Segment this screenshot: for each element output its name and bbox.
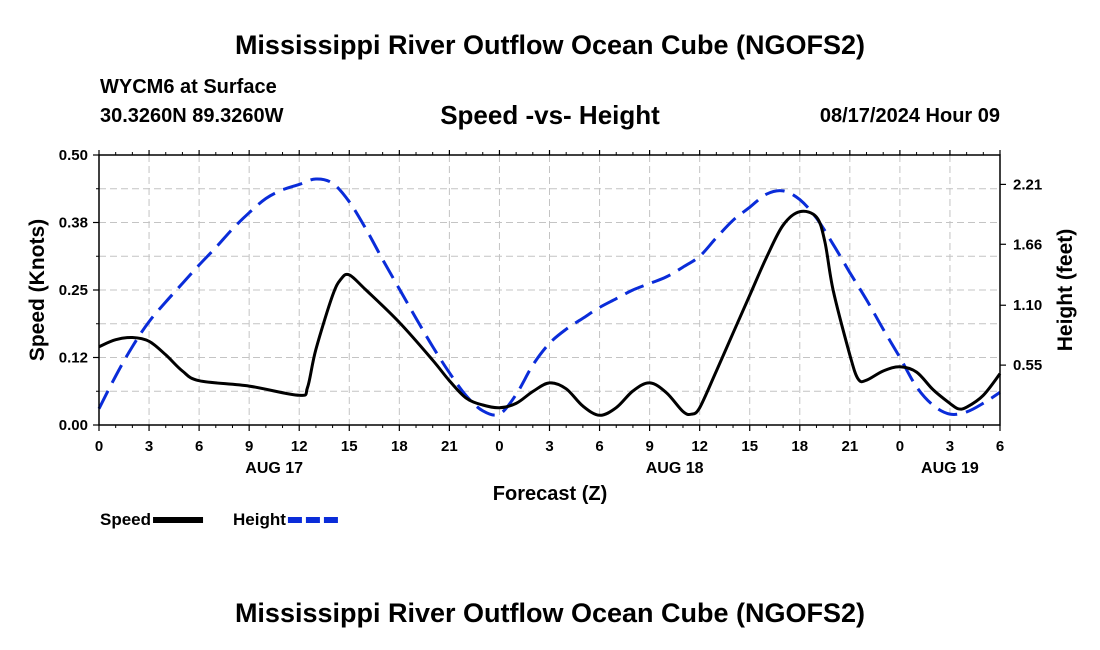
y-tick-label: 0.38 (59, 215, 88, 232)
chart-subtitle: Speed -vs- Height (440, 100, 660, 130)
date-label: AUG 19 (921, 460, 979, 477)
station-label: WYCM6 at Surface (100, 76, 277, 98)
x-tick-label: 3 (145, 438, 153, 455)
y2-axis-label: Height (feet) (1054, 229, 1077, 352)
footer-title: Mississippi River Outflow Ocean Cube (NG… (234, 598, 866, 628)
x-tick-label: 6 (595, 438, 603, 455)
y2-tick-label: 1.66 (1013, 236, 1042, 253)
y2-tick-label: 2.21 (1013, 176, 1042, 193)
x-tick-label: 18 (391, 438, 408, 455)
x-tick-label: 9 (645, 438, 653, 455)
x-tick-label: 0 (495, 438, 503, 455)
x-axis-label: Forecast (Z) (493, 483, 607, 505)
x-tick-label: 12 (291, 438, 308, 455)
y2-tick-label: 0.55 (1013, 357, 1042, 374)
x-tick-label: 6 (195, 438, 203, 455)
x-tick-label: 0 (896, 438, 904, 455)
x-tick-label: 15 (341, 438, 358, 455)
x-tick-label: 21 (441, 438, 458, 455)
y-axis-label: Speed (Knots) (26, 219, 49, 361)
y-tick-label: 0.50 (59, 147, 88, 164)
y-tick-label: 0.12 (59, 350, 88, 367)
y2-tick-label: 1.10 (1013, 297, 1042, 314)
chart-grid (99, 155, 1000, 425)
chart-curves (97, 177, 1002, 417)
series-line-speed (98, 209, 1002, 417)
x-tick-label: 12 (691, 438, 708, 455)
x-tick-label: 3 (545, 438, 553, 455)
x-tick-label: 9 (245, 438, 253, 455)
series-line-height (97, 177, 1001, 417)
datetime-label: 08/17/2024 Hour 09 (819, 105, 1000, 127)
date-label: AUG 18 (646, 460, 704, 477)
x-tick-label: 15 (741, 438, 758, 455)
x-tick-label: 21 (841, 438, 858, 455)
coordinates-label: 30.3260N 89.3260W (100, 105, 284, 127)
date-label: AUG 17 (245, 460, 303, 477)
y-tick-label: 0.25 (59, 282, 88, 299)
x-tick-label: 3 (946, 438, 954, 455)
legend-label-speed: Speed (100, 510, 151, 529)
x-tick-label: 6 (996, 438, 1004, 455)
legend: Speed Height (100, 510, 338, 529)
chart-axes: 0 3 6 9 12 15 18 21 0 3 6 9 12 15 18 21 0 3 6 0.00 0.12 0.25 0… (59, 147, 1042, 477)
x-tick-label: 18 (791, 438, 808, 455)
x-tick-label: 0 (95, 438, 103, 455)
page-title: Mississippi River Outflow Ocean Cube (NG… (234, 30, 866, 60)
y-tick-label: 0.00 (59, 417, 88, 434)
legend-label-height: Height (233, 510, 286, 529)
